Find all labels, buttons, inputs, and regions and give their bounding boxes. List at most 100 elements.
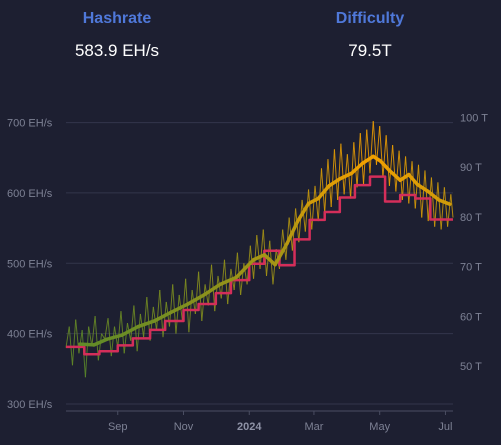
hashrate-daily-segment <box>382 135 387 178</box>
hashrate-average-segment <box>316 184 331 201</box>
hashrate-daily-segment <box>71 319 77 366</box>
hashrate-daily-segment <box>168 284 174 327</box>
hashrate-average-segment <box>379 159 392 173</box>
difficulty-series-line <box>66 175 453 356</box>
hashrate-daily-segment <box>333 149 339 200</box>
hashrate-average-segment <box>426 189 441 202</box>
hashrate-daily-segment <box>395 150 400 192</box>
hashrate-average-segment <box>92 337 109 347</box>
y-right-tick-label: 100 T <box>460 112 488 124</box>
hashrate-daily-segment <box>175 294 180 334</box>
hashrate-average-segment <box>234 258 256 280</box>
hashrate-average-segment <box>349 161 365 175</box>
hashrate-average-segment <box>285 219 300 246</box>
hashrate-daily-segment <box>94 315 99 361</box>
hashrate-daily-segment <box>366 129 371 174</box>
hashrate-daily-segment <box>207 264 213 306</box>
x-tick-label: Nov <box>174 421 194 433</box>
hashrate-daily-segment <box>398 150 403 200</box>
hashrate-daily-segment <box>162 301 167 338</box>
hashrate-daily-segment <box>356 133 361 188</box>
hashrate-daily-segment <box>418 164 423 218</box>
hashrate-daily-segment <box>424 170 429 222</box>
x-tick-label: May <box>369 421 390 433</box>
hashrate-average-segment <box>415 182 430 194</box>
hashrate-daily-segment <box>440 187 445 230</box>
hashrate-daily-segment <box>233 252 238 291</box>
hashrate-daily-segment <box>340 143 345 195</box>
hashrate-average-segment <box>407 172 420 187</box>
hashrate-average-segment <box>338 171 354 181</box>
hashrate-average-segment <box>218 275 239 287</box>
hashrate-daily-segment <box>84 326 90 378</box>
hashrate-value: 583.9 EH/s <box>74 41 160 60</box>
hashrate-average-segment <box>168 302 190 315</box>
hashrate-average-segment <box>296 201 311 223</box>
y-right-tick-label: 80 T <box>460 212 482 224</box>
hashrate-daily-segment <box>78 330 83 354</box>
hashrate-daily-segment <box>363 129 368 185</box>
hashrate-label: Hashrate <box>82 10 152 27</box>
hashrate-average-segment <box>186 293 206 306</box>
hashrate-daily-segment <box>304 189 310 232</box>
hashrate-average-segment <box>437 198 452 206</box>
hashrate-daily-segment <box>156 289 161 331</box>
hashrate-average-segment <box>152 310 173 323</box>
hashrate-daily-segment <box>447 194 452 227</box>
hashrate-daily-segment <box>117 311 122 348</box>
hashrate-average-segment <box>202 282 222 297</box>
hashrate-daily-segment <box>414 164 420 209</box>
x-tick-label: 2024 <box>237 421 262 433</box>
hashrate-daily-segment <box>408 161 413 204</box>
x-tick-label: Jul <box>438 421 452 433</box>
y-right-tick-label: 90 T <box>460 162 482 174</box>
hashrate-daily-segment <box>450 194 454 218</box>
hashrate-daily-segment <box>259 229 264 269</box>
hashrate-daily-segment <box>311 185 316 230</box>
hashrate-daily-segment <box>369 121 374 174</box>
hashrate-daily-segment <box>123 323 128 354</box>
hashrate-daily-segment <box>143 297 148 338</box>
hashrate-average-segment <box>273 241 289 267</box>
hashrate-daily-segment <box>337 143 342 200</box>
hashrate-daily-segment <box>298 199 303 243</box>
difficulty-value: 79.5T <box>348 41 392 60</box>
y-right-tick-label: 50 T <box>460 361 482 373</box>
hashrate-daily-segment <box>217 275 222 299</box>
hashrate-daily-segment <box>104 318 109 340</box>
hashrate-average-segment <box>306 196 321 206</box>
hashrate-average-segment <box>360 154 375 166</box>
y-left-tick-label: 300 EH/s <box>7 399 53 411</box>
x-tick-label: Sep <box>108 421 128 433</box>
hashrate-daily-segment <box>327 159 332 208</box>
hashrate-daily-segment <box>253 235 258 279</box>
hashrate-daily-segment <box>65 326 70 348</box>
y-right-tick-label: 70 T <box>460 262 482 274</box>
hashrate-average-segment <box>262 253 277 267</box>
hashrate-daily-segment <box>385 135 390 186</box>
hashrate-daily-segment <box>330 149 335 208</box>
hashrate-daily-segment <box>353 142 358 188</box>
hashrate-average-segment <box>120 324 140 337</box>
hashrate-average-segment <box>387 168 402 183</box>
hashrate-average-segment <box>105 333 124 341</box>
hashrate-daily-segment <box>152 306 158 331</box>
hashrate-daily-segment <box>314 185 319 222</box>
hashrate-daily-segment <box>227 268 232 305</box>
hashrate-daily-segment <box>101 333 106 340</box>
hashrate-daily-segment <box>130 305 135 341</box>
y-left-tick-label: 600 EH/s <box>7 188 53 200</box>
hashrate-daily-segment <box>359 133 365 185</box>
hashrate-daily-segment <box>379 126 384 178</box>
hashrate-daily-segment <box>201 284 206 322</box>
hashrate-daily-segment <box>388 145 394 186</box>
hashrate-average-segment <box>78 342 96 347</box>
hashrate-daily-segment <box>194 271 200 314</box>
y-left-tick-label: 700 EH/s <box>7 118 53 130</box>
hashrate-stat: Hashrate 583.9 EH/s <box>42 0 192 61</box>
hashrate-daily-segment <box>405 156 410 204</box>
difficulty-stat: Difficulty 79.5T <box>295 0 445 61</box>
hashrate-average-segment <box>136 319 157 329</box>
hashrate-daily-segment <box>75 319 80 354</box>
hashrate-daily-segment <box>136 313 141 352</box>
